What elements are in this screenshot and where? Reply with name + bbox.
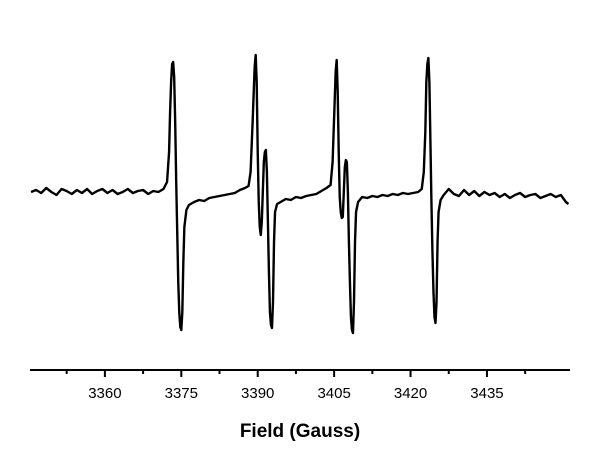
x-tick-label: 3435 [470,385,503,402]
x-tick-label: 3375 [165,385,198,402]
x-axis-title: Field (Gauss) [240,421,360,442]
x-tick-label: 3360 [88,385,121,402]
x-tick-label: 3405 [317,385,350,402]
x-tick-label: 3390 [241,385,274,402]
spectrum-line [30,53,570,335]
x-tick-label: 3420 [394,385,427,402]
